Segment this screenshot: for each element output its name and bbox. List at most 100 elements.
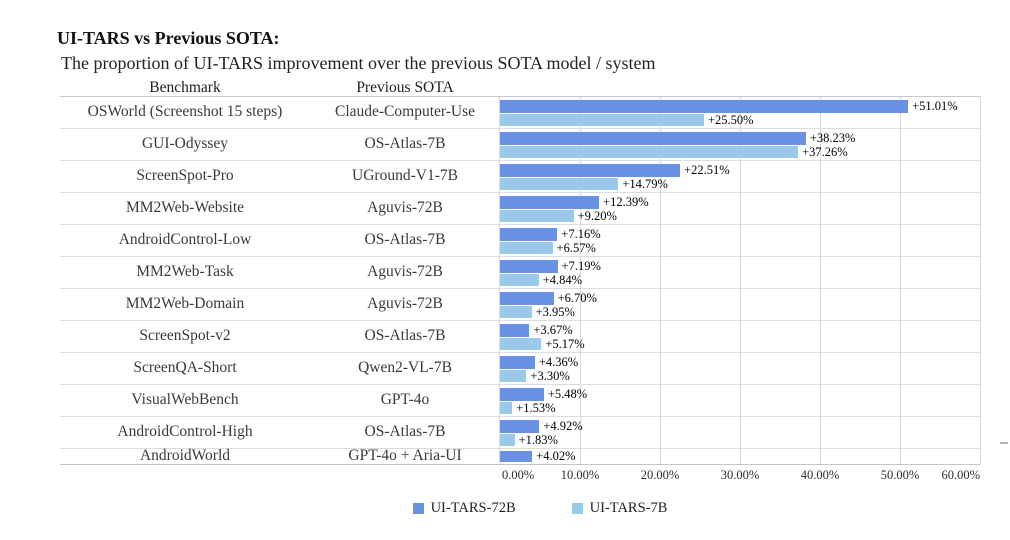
x-tick-label: 0.00% (502, 468, 535, 482)
bar-value-label-72b: +3.67% (533, 323, 573, 337)
bar-ui-tars-72b (500, 450, 533, 462)
gridline-60pct (980, 96, 981, 464)
benchmark-cell: ScreenSpot-Pro (136, 167, 234, 184)
bar-ui-tars-72b (500, 227, 558, 241)
previous-sota-cell: Claude-Computer-Use (334, 103, 475, 120)
legend-label: UI-TARS-72B (430, 500, 516, 516)
benchmark-cell: AndroidControl-High (117, 423, 253, 440)
bar-value-label-72b: +38.23% (809, 131, 856, 145)
bar-value-label-7b: +5.17% (545, 336, 585, 351)
x-tick-label: 30.00% (720, 468, 760, 482)
bar-value-label-7b: +14.79% (622, 176, 668, 191)
bar-ui-tars-7b (500, 433, 515, 446)
benchmark-cell: VisualWebBench (131, 391, 239, 408)
bar-value-label-7b: +3.30% (530, 368, 570, 383)
row-separator (60, 224, 980, 225)
legend-label: UI-TARS-7B (589, 500, 668, 516)
bar-ui-tars-7b (500, 273, 539, 286)
benchmark-cell: ScreenSpot-v2 (139, 327, 231, 344)
previous-sota-cell: GPT-4o + Aria-UI (348, 447, 462, 464)
row-separator (60, 416, 980, 417)
figure-subtitle: The proportion of UI-TARS improvement ov… (61, 53, 656, 73)
row-separator (60, 288, 980, 289)
stray-dash-mark (1000, 442, 1008, 444)
legend-item-ui-tars-72b: UI-TARS-72B (412, 500, 516, 517)
bar-ui-tars-72b (500, 387, 544, 401)
benchmark-cell: ScreenQA-Short (133, 359, 237, 376)
bar-ui-tars-7b (500, 113, 704, 126)
benchmark-cell: GUI-Odyssey (141, 135, 229, 152)
x-axis-line (60, 464, 980, 465)
x-tick-label: 50.00% (880, 468, 920, 482)
row-separator (60, 128, 980, 129)
previous-sota-cell: OS-Atlas-7B (364, 423, 446, 440)
row-separator (60, 160, 980, 161)
previous-sota-cell: GPT-4o (380, 391, 430, 408)
previous-sota-cell: OS-Atlas-7B (364, 327, 446, 344)
bar-ui-tars-72b (500, 131, 806, 145)
bar-value-label-7b: +1.83% (518, 432, 558, 447)
legend-swatch-icon (412, 503, 424, 514)
benchmark-cell: AndroidWorld (139, 447, 231, 464)
bar-ui-tars-7b (500, 177, 619, 190)
bar-ui-tars-72b (500, 99, 909, 113)
row-separator (60, 320, 980, 321)
bar-value-label-72b: +22.51% (684, 163, 730, 177)
header-underline (60, 96, 980, 97)
bar-ui-tars-72b (500, 259, 558, 273)
previous-sota-cell: OS-Atlas-7B (364, 231, 446, 248)
row-separator (60, 352, 980, 353)
previous-sota-cell: Aguvis-72B (367, 199, 443, 216)
x-tick-label: 40.00% (800, 468, 840, 482)
bar-ui-tars-7b (500, 369, 527, 382)
bar-value-label-72b: +5.48% (547, 387, 588, 401)
bar-ui-tars-72b (500, 291, 554, 305)
bar-value-label-7b: +4.84% (542, 272, 583, 287)
bar-value-label-72b: +4.92% (543, 419, 583, 433)
bar-value-label-7b: +3.95% (535, 304, 575, 319)
figure-title: UI-TARS vs Previous SOTA: (57, 28, 280, 48)
gridline-20pct (660, 96, 661, 464)
value-axis-zero-line (499, 96, 500, 464)
bar-ui-tars-7b (500, 241, 553, 254)
row-separator (60, 192, 980, 193)
row-separator (60, 448, 980, 449)
row-separator (60, 256, 980, 257)
bar-ui-tars-72b (500, 355, 535, 369)
bar-value-label-72b: +12.39% (603, 195, 649, 209)
previous-sota-cell: Aguvis-72B (367, 263, 443, 280)
legend-swatch-icon (571, 503, 583, 514)
x-tick-label: 60.00% (941, 468, 980, 482)
bar-value-label-7b: +37.26% (802, 144, 848, 159)
previous-sota-cell: OS-Atlas-7B (364, 135, 446, 152)
row-separator (60, 384, 980, 385)
bar-ui-tars-7b (500, 145, 799, 158)
bar-ui-tars-7b (500, 209, 574, 222)
x-tick-label: 10.00% (560, 468, 600, 482)
legend-item-ui-tars-7b: UI-TARS-7B (571, 500, 668, 517)
bar-ui-tars-7b (500, 401, 513, 414)
bar-value-label-72b: +4.02% (536, 449, 576, 463)
previous-sota-cell: UGround-V1-7B (352, 167, 458, 184)
gridline-50pct (900, 96, 901, 464)
bar-ui-tars-7b (500, 305, 532, 318)
x-tick-label: 20.00% (640, 468, 680, 482)
gridline-40pct (820, 96, 821, 464)
benchmark-cell: MM2Web-Domain (125, 295, 245, 312)
bar-value-label-72b: +51.01% (912, 99, 958, 113)
benchmark-cell: AndroidControl-Low (118, 231, 252, 248)
bar-value-label-7b: +9.20% (577, 208, 617, 223)
benchmark-cell: MM2Web-Website (125, 199, 245, 216)
previous-sota-cell: Qwen2-VL-7B (358, 359, 452, 376)
benchmark-cell: OSWorld (Screenshot 15 steps) (87, 103, 283, 120)
bar-value-label-72b: +7.16% (561, 227, 601, 241)
bar-value-label-7b: +1.53% (516, 400, 556, 415)
bar-value-label-7b: +25.50% (708, 112, 754, 127)
legend: UI-TARS-72B UI-TARS-7B (70, 500, 1010, 517)
bar-ui-tars-72b (500, 163, 681, 177)
gridline-30pct (740, 96, 741, 464)
bar-ui-tars-72b (500, 419, 540, 433)
bar-ui-tars-72b (500, 323, 530, 337)
column-header-previous-sota: Previous SOTA (356, 79, 454, 96)
